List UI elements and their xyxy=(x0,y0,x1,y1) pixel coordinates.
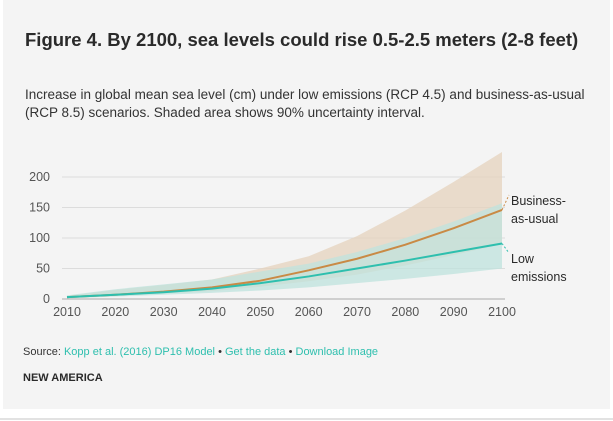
x-tick-label: 2050 xyxy=(246,305,274,319)
chart: 0 50 100 150 200 2010 2020 2030 2040 2050 2060 2070… xyxy=(29,151,567,319)
x-tick-label: 2100 xyxy=(488,305,516,319)
source-link[interactable]: Kopp et al. (2016) DP16 Model xyxy=(63,346,216,358)
uncertainty-band xyxy=(67,203,502,299)
x-tick-label: 2040 xyxy=(198,305,226,319)
get-data-link[interactable]: Get the data xyxy=(224,346,286,358)
separator: • xyxy=(215,346,225,358)
brand-logo: NEW AMERICA xyxy=(23,372,103,384)
y-tick-label: 0 xyxy=(43,292,50,306)
download-image-link[interactable]: Download Image xyxy=(295,346,379,358)
series-label: emissions xyxy=(511,270,567,284)
label-leader xyxy=(501,194,510,211)
y-tick-label: 50 xyxy=(36,262,50,276)
y-tick-label: 100 xyxy=(29,231,50,245)
label-leader xyxy=(501,243,510,254)
source-line: Source: Kopp et al. (2016) DP16 Model • … xyxy=(23,346,378,358)
divider xyxy=(0,418,613,420)
figure-panel xyxy=(3,0,610,409)
series-label: Business- xyxy=(511,194,566,208)
series-label: Low xyxy=(511,252,535,266)
y-tick-label: 200 xyxy=(29,170,50,184)
x-tick-label: 2010 xyxy=(53,305,81,319)
x-tick-label: 2030 xyxy=(150,305,178,319)
separator: • xyxy=(285,346,296,358)
chart-subtitle: Increase in global mean sea level (cm) u… xyxy=(25,87,585,120)
x-tick-label: 2080 xyxy=(391,305,419,319)
y-tick-label: 150 xyxy=(29,201,50,215)
x-tick-label: 2020 xyxy=(101,305,129,319)
x-tick-label: 2060 xyxy=(295,305,323,319)
x-tick-label: 2070 xyxy=(343,305,371,319)
chart-title: Figure 4. By 2100, sea levels could rise… xyxy=(25,29,579,50)
x-tick-label: 2090 xyxy=(440,305,468,319)
series-label: as-usual xyxy=(511,212,558,226)
source-prefix: Source: xyxy=(23,346,64,358)
series-line xyxy=(66,242,503,299)
